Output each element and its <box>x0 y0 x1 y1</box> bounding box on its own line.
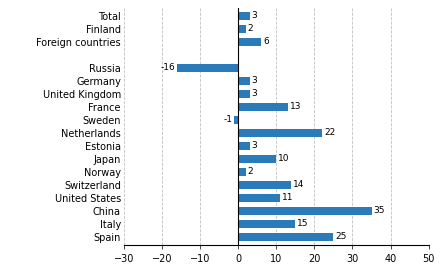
Bar <box>238 143 250 150</box>
Text: 35: 35 <box>373 206 385 215</box>
Bar <box>238 208 372 215</box>
Bar <box>238 78 250 85</box>
Text: 10: 10 <box>278 154 290 163</box>
Bar <box>238 233 333 240</box>
Text: -1: -1 <box>223 116 232 125</box>
Text: 13: 13 <box>290 103 301 112</box>
Text: 2: 2 <box>248 24 253 33</box>
Bar <box>238 181 292 188</box>
Bar <box>177 64 238 72</box>
Text: 22: 22 <box>324 128 335 137</box>
Text: 14: 14 <box>293 181 305 190</box>
Bar <box>238 13 250 20</box>
Bar <box>238 25 246 33</box>
Text: -16: -16 <box>160 63 175 72</box>
Bar <box>238 155 276 163</box>
Text: 6: 6 <box>263 38 269 47</box>
Bar <box>238 220 295 228</box>
Text: 15: 15 <box>297 220 309 228</box>
Text: 2: 2 <box>248 168 253 177</box>
Bar <box>238 129 322 137</box>
Bar <box>238 38 261 45</box>
Text: 3: 3 <box>251 11 257 20</box>
Text: 25: 25 <box>335 233 347 242</box>
Bar <box>238 103 288 110</box>
Bar <box>238 168 246 175</box>
Text: 3: 3 <box>251 76 257 85</box>
Text: 3: 3 <box>251 89 257 98</box>
Text: 11: 11 <box>282 193 293 202</box>
Text: 3: 3 <box>251 141 257 150</box>
Bar <box>238 90 250 98</box>
Bar <box>234 116 238 123</box>
Bar <box>238 194 280 202</box>
